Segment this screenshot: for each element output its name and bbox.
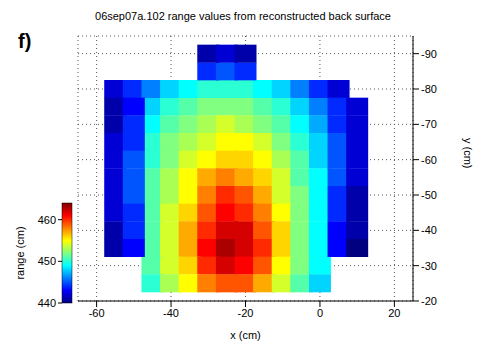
svg-text:450: 450 bbox=[38, 255, 56, 267]
svg-text:-60: -60 bbox=[421, 154, 437, 166]
svg-text:-40: -40 bbox=[421, 224, 437, 236]
svg-text:-50: -50 bbox=[421, 189, 437, 201]
svg-text:-20: -20 bbox=[421, 295, 437, 307]
svg-text:460: 460 bbox=[38, 214, 56, 226]
svg-text:-20: -20 bbox=[238, 307, 254, 319]
html-text:f): f) bbox=[18, 30, 32, 52]
svg-text:0: 0 bbox=[317, 307, 323, 319]
svg-text:-90: -90 bbox=[421, 48, 437, 60]
svg-text:-70: -70 bbox=[421, 118, 437, 130]
svg-text:-60: -60 bbox=[89, 307, 105, 319]
svg-text:-30: -30 bbox=[421, 260, 437, 272]
svg-text:20: 20 bbox=[388, 307, 400, 319]
svg-text:x (cm): x (cm) bbox=[230, 329, 261, 341]
svg-text:range (cm): range (cm) bbox=[14, 226, 26, 279]
svg-text:440: 440 bbox=[38, 297, 56, 309]
svg-text:-40: -40 bbox=[163, 307, 179, 319]
html-text:06sep07a.102 range values from: 06sep07a.102 range values from reconstru… bbox=[95, 10, 391, 22]
svg-text:y (cm): y (cm) bbox=[462, 138, 474, 169]
svg-text:-80: -80 bbox=[421, 83, 437, 95]
